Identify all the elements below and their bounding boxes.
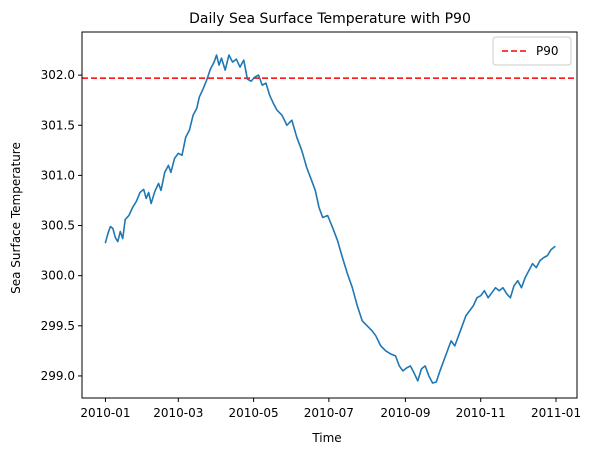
y-tick-label: 301.5 bbox=[41, 118, 75, 132]
x-axis: 2010-01 2010-03 2010-05 2010-07 2010-09 2010-… bbox=[80, 398, 581, 420]
plot-area-frame bbox=[81, 31, 578, 399]
y-tick-label: 300.5 bbox=[41, 219, 75, 233]
y-axis-title: Sea Surface Temperature bbox=[9, 142, 23, 294]
x-tick-label: 2010-11 bbox=[456, 406, 506, 420]
x-tick-label: 2010-07 bbox=[304, 406, 354, 420]
x-tick-label: 2011-01 bbox=[531, 406, 581, 420]
x-tick-label: 2010-09 bbox=[380, 406, 430, 420]
y-tick-label: 300.0 bbox=[41, 269, 75, 283]
legend-label-p90: P90 bbox=[536, 44, 559, 58]
y-tick-label: 299.5 bbox=[41, 319, 75, 333]
x-axis-title: Time bbox=[311, 431, 341, 445]
y-tick-label: 301.0 bbox=[41, 168, 75, 182]
y-tick-label: 302.0 bbox=[41, 68, 75, 82]
chart-title: Daily Sea Surface Temperature with P90 bbox=[189, 11, 471, 27]
series-lines bbox=[104, 54, 556, 384]
legend-box bbox=[492, 36, 572, 66]
x-tick-label: 2010-05 bbox=[229, 406, 279, 420]
x-tick-label: 2010-03 bbox=[153, 406, 203, 420]
x-tick-label: 2010-01 bbox=[80, 406, 130, 420]
series-line-sst bbox=[104, 54, 556, 384]
y-tick-label: 299.0 bbox=[41, 369, 75, 383]
legend: P90 bbox=[492, 36, 572, 66]
y-axis: 299.0 299.5 300.0 300.5 301.0 301.5 302.0 bbox=[41, 68, 82, 383]
